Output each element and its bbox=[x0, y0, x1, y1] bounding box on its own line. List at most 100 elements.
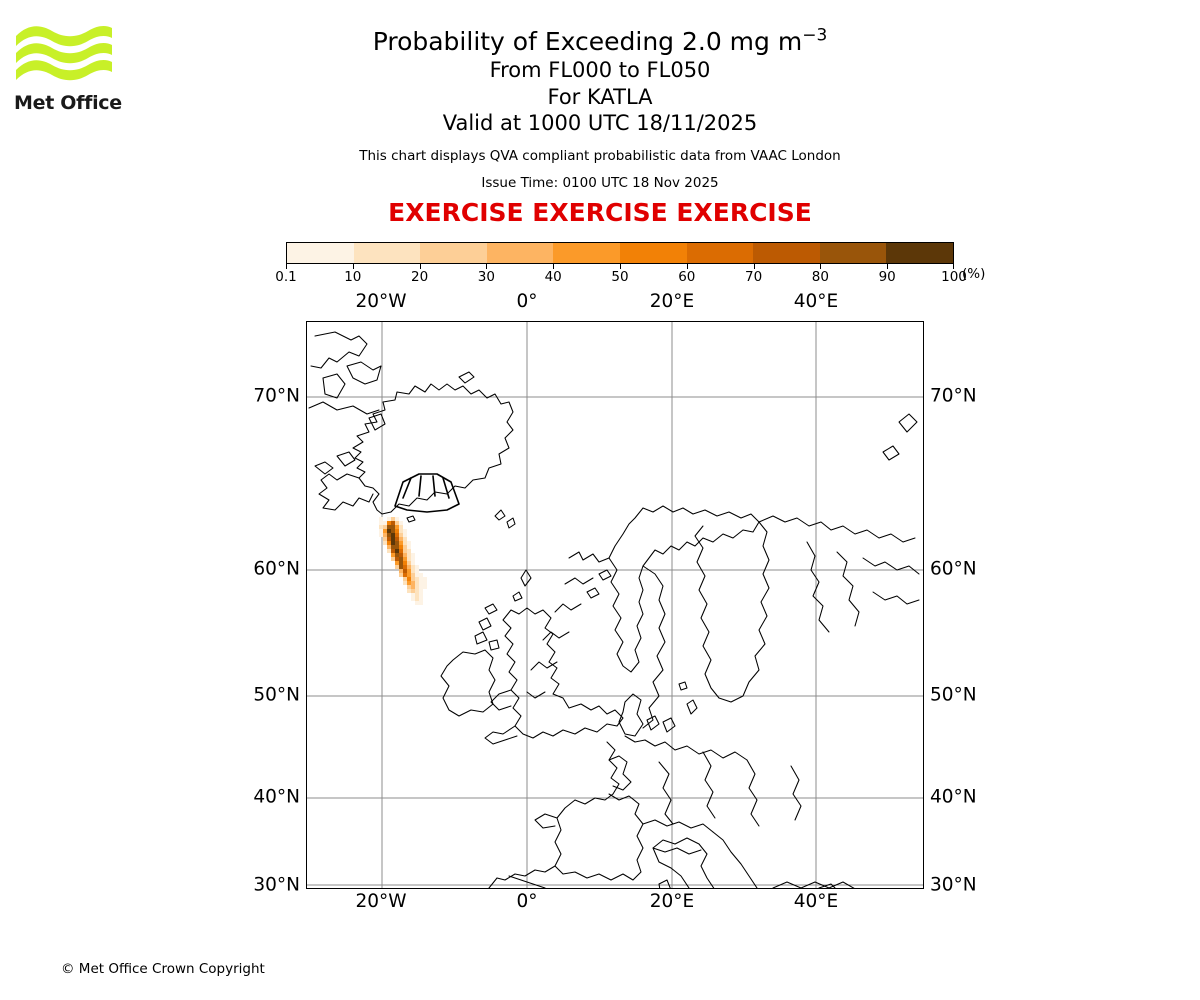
plume-cell bbox=[379, 525, 384, 530]
lon-label-bottom-0: 20°W bbox=[355, 891, 407, 912]
plume-cell bbox=[395, 553, 400, 558]
plume-cell bbox=[395, 521, 400, 526]
plume-cell bbox=[399, 561, 404, 566]
lat-label-right-4: 30°N bbox=[930, 874, 977, 896]
lat-label-right-1: 60°N bbox=[930, 558, 977, 580]
plume-cell bbox=[403, 557, 408, 562]
plume-cell bbox=[411, 557, 416, 562]
colorbar-band-6 bbox=[686, 243, 754, 263]
colorbar-tickmark-9 bbox=[887, 264, 889, 269]
plume-cell bbox=[387, 541, 392, 546]
valid-time-subtitle: Valid at 1000 UTC 18/11/2025 bbox=[442, 111, 758, 135]
lon-label-top-1: 0° bbox=[516, 291, 538, 312]
colorbar-tickmark-10 bbox=[953, 264, 954, 269]
plume-cell bbox=[395, 537, 400, 542]
plume-cell bbox=[407, 589, 412, 594]
plume-cell bbox=[419, 593, 424, 598]
plume-cell bbox=[403, 529, 408, 534]
lon-label-bottom-1: 0° bbox=[516, 891, 538, 912]
colorbar-tickmark-7 bbox=[753, 264, 755, 269]
lat-label-left-4: 30°N bbox=[253, 874, 300, 896]
plume-cell bbox=[395, 529, 400, 534]
plume-cell bbox=[391, 545, 396, 550]
plume-cell bbox=[399, 529, 404, 534]
plume-cell bbox=[383, 541, 388, 546]
copyright-notice: © Met Office Crown Copyright bbox=[61, 961, 265, 977]
met-office-logo: Met Office bbox=[14, 22, 124, 117]
plume-cell bbox=[399, 525, 404, 530]
plume-cell bbox=[407, 569, 412, 574]
plume-cell bbox=[415, 569, 420, 574]
plume-cell bbox=[399, 521, 404, 526]
map-gridlines bbox=[307, 322, 923, 888]
colorbar-ticks: 0.1 10 20 30 40 50 60 70 80 90 100 bbox=[275, 264, 967, 288]
plume-cell bbox=[387, 529, 392, 534]
plume-cell bbox=[379, 533, 384, 538]
plume-cell bbox=[395, 565, 400, 570]
colorbar-tickmark-1 bbox=[352, 264, 354, 269]
plume-cell bbox=[387, 549, 392, 554]
met-office-wordmark: Met Office bbox=[14, 92, 122, 114]
lat-label-right-0: 70°N bbox=[930, 385, 977, 407]
plume-cell bbox=[387, 545, 392, 550]
plume-cell bbox=[419, 581, 424, 586]
colorbar-ticklabel-8: 80 bbox=[811, 269, 829, 285]
flight-level-subtitle: From FL000 to FL050 bbox=[489, 58, 711, 82]
plume-cell bbox=[391, 553, 396, 558]
lon-label-bottom-3: 40°E bbox=[793, 891, 839, 912]
plume-cell bbox=[415, 597, 420, 602]
plume-cell bbox=[403, 569, 408, 574]
plume-cell bbox=[411, 589, 416, 594]
plume-cell bbox=[403, 573, 408, 578]
plume-cell bbox=[399, 569, 404, 574]
ash-plume-layer bbox=[379, 517, 428, 606]
plume-cell bbox=[419, 577, 424, 582]
colorbar-band-4 bbox=[553, 243, 620, 263]
colorbar-tickmark-8 bbox=[820, 264, 822, 269]
lon-label-bottom-2: 20°E bbox=[649, 891, 695, 912]
colorbar-tickmark-0 bbox=[286, 264, 287, 269]
coastlines bbox=[308, 331, 920, 888]
colorbar-tickmark-3 bbox=[486, 264, 488, 269]
plume-cell bbox=[415, 581, 420, 586]
plume-cell bbox=[387, 521, 392, 526]
plume-cell bbox=[411, 581, 416, 586]
plume-cell bbox=[403, 553, 408, 558]
plume-cell bbox=[395, 545, 400, 550]
plume-cell bbox=[399, 573, 404, 578]
plume-cell bbox=[403, 533, 408, 538]
map-panel: 20°W 0° 20°E 40°E 20°W 0° 20°E 40°E 70°N… bbox=[253, 291, 976, 912]
plume-cell bbox=[399, 533, 404, 538]
qva-note: This chart displays QVA compliant probab… bbox=[359, 147, 841, 164]
plume-cell bbox=[391, 525, 396, 530]
colorbar-ticklabel-9: 90 bbox=[878, 269, 896, 285]
plume-cell bbox=[407, 573, 412, 578]
plume-cell bbox=[399, 557, 404, 562]
lat-label-left-3: 40°N bbox=[253, 786, 300, 808]
colorbar-band-0 bbox=[287, 243, 354, 263]
plume-cell bbox=[403, 545, 408, 550]
plume-cell bbox=[407, 557, 412, 562]
plume-cell bbox=[395, 557, 400, 562]
plume-cell bbox=[415, 593, 420, 598]
colorbar-ticklabel-3: 30 bbox=[477, 269, 495, 285]
plume-cell bbox=[399, 545, 404, 550]
colorbar-band-7 bbox=[753, 243, 820, 263]
lat-label-right-2: 50°N bbox=[930, 684, 977, 706]
plume-cell bbox=[391, 529, 396, 534]
plume-cell bbox=[395, 533, 400, 538]
colorbar-ticklabel-5: 50 bbox=[611, 269, 629, 285]
plume-cell bbox=[415, 589, 420, 594]
lon-label-top-3: 40°E bbox=[793, 291, 839, 312]
colorbar-ticklabel-4: 40 bbox=[544, 269, 562, 285]
plume-cell bbox=[407, 553, 412, 558]
plume-cell bbox=[403, 561, 408, 566]
plume-cell bbox=[383, 521, 388, 526]
plume-cell bbox=[415, 577, 420, 582]
colorbar-band-1 bbox=[353, 243, 421, 263]
lon-label-top-0: 20°W bbox=[355, 291, 407, 312]
volcano-subtitle: For KATLA bbox=[547, 84, 653, 109]
colorbar-ticklabel-10: 100 bbox=[941, 269, 967, 285]
plume-cell bbox=[419, 601, 424, 606]
lat-label-left-1: 60°N bbox=[253, 558, 300, 580]
